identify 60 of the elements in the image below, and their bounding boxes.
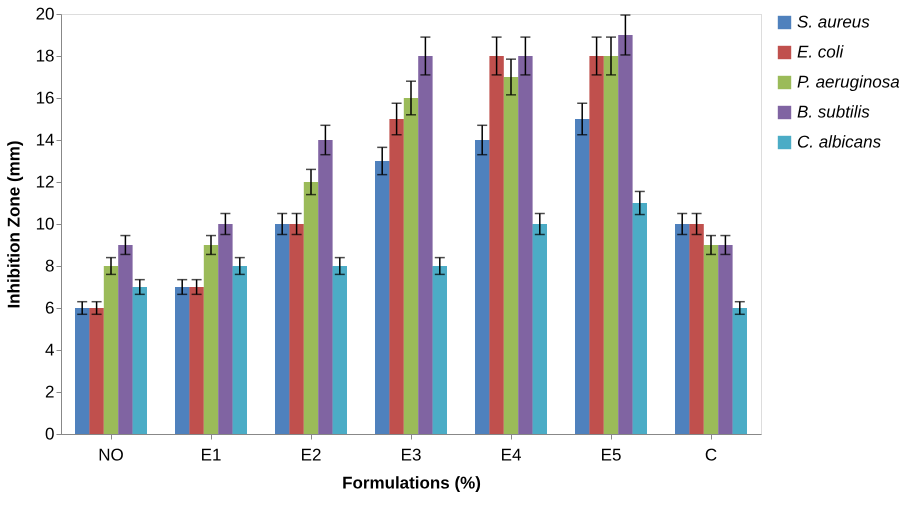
y-tick-label: 4 [45,340,54,360]
bar [232,266,247,434]
x-tick-label: E2 [300,446,322,464]
legend-label: B. subtilis [797,102,870,122]
bar [289,224,304,434]
bar [204,245,218,434]
bar [618,35,633,434]
x-axis-title: Formulations (%) [342,474,481,492]
bar [704,245,718,434]
bar [732,308,747,434]
bar [389,119,404,434]
bar [332,266,347,434]
bar [575,119,590,434]
bar [218,224,233,434]
bar [189,287,204,434]
bar [604,56,618,434]
y-tick-label: 20 [36,4,54,24]
bar [518,56,533,434]
y-tick-label: 8 [45,256,54,276]
x-tick-label: C [704,446,718,464]
x-tick-label: E1 [200,446,222,464]
bar [689,224,704,434]
x-tick-label: E4 [500,446,522,464]
x-tick-label: E5 [600,446,622,464]
bar [489,56,504,434]
bar [275,224,290,434]
bar [304,182,318,434]
bar [504,77,518,434]
bar [75,308,90,434]
y-tick-label: 18 [36,46,54,66]
bar [404,98,418,434]
bar [375,161,390,434]
y-tick-label: 14 [36,130,54,150]
bar [675,224,690,434]
bar [418,56,433,434]
bar [632,203,647,434]
x-tick-label: E3 [400,446,422,464]
legend-label: E. coli [797,42,845,62]
y-tick-label: 0 [45,424,54,444]
x-tick-label: NO [98,446,124,464]
bar [532,224,547,434]
bar [175,287,190,434]
legend-label: C. albicans [797,132,882,152]
y-tick-label: 2 [45,382,54,402]
legend-label: P. aeruginosa [797,72,900,92]
bar [475,140,490,434]
y-tick-label: 12 [36,172,54,192]
bar [718,245,733,434]
legend-label: S. aureus [797,12,870,32]
bar [132,287,147,434]
bar [318,140,333,434]
bar [589,56,604,434]
y-tick-label: 6 [45,298,54,318]
y-tick-label: 10 [36,214,54,234]
bar [104,266,118,434]
bar [118,245,133,434]
bar [432,266,447,434]
y-axis-title: Inhibition Zone (mm) [4,140,24,309]
bar [89,308,104,434]
y-tick-label: 16 [36,88,54,108]
